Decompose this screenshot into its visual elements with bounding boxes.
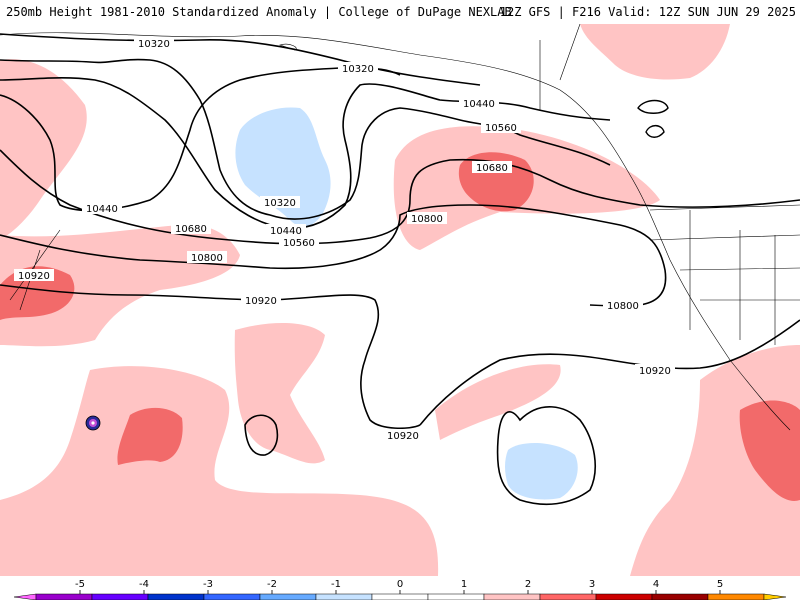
- colorbar-tick-label: 4: [653, 579, 659, 590]
- colorbar-segment: [371, 593, 429, 600]
- colorbar-tick-label: -2: [267, 579, 277, 590]
- colorbar-tick-label: -3: [203, 579, 213, 590]
- contour-label: 10680: [476, 163, 508, 174]
- colorbar-tick-label: -4: [139, 579, 149, 590]
- colorbar-segment: [203, 593, 261, 600]
- weather-map: 10320 10320 10320 10440 10440 10440 1056…: [0, 24, 800, 576]
- negative-anomaly-areas: [235, 107, 578, 500]
- colorbar-segment: [427, 593, 485, 600]
- colorbar-tick-label: 1: [461, 579, 467, 590]
- colorbar-segment: [539, 593, 597, 600]
- contour-label: 10920: [639, 366, 671, 377]
- contour-label: 10800: [411, 214, 443, 225]
- colorbar-tick-label: 5: [717, 579, 723, 590]
- contour-label: 10320: [138, 39, 170, 50]
- strong-positive-anomaly-areas: [0, 152, 800, 501]
- contour-label: 10920: [387, 431, 419, 442]
- colorbar-tick-label: 2: [525, 579, 531, 590]
- contour-label: 10440: [86, 204, 118, 215]
- colorbar-ticks: -5 -4 -3 -2 -1 0 1 2 3 4 5: [75, 579, 723, 594]
- contour-label: 10800: [191, 253, 223, 264]
- colorbar-segment: [707, 593, 765, 600]
- colorbar-end-low: [13, 593, 37, 600]
- colorbar-segments: [13, 593, 787, 600]
- header-bar: 250mb Height 1981-2010 Standardized Anom…: [0, 0, 800, 25]
- anomaly-colorbar: -5 -4 -3 -2 -1 0 1 2 3 4 5: [0, 576, 800, 600]
- contour-label: 10440: [270, 226, 302, 237]
- contour-label: 10800: [607, 301, 639, 312]
- colorbar-end-high: [763, 593, 787, 600]
- model-run-info: 12Z GFS | F216 Valid: 12Z SUN JUN 29 202…: [499, 5, 796, 19]
- colorbar-segment: [315, 593, 373, 600]
- contour-label: 10320: [264, 198, 296, 209]
- colorbar-tick-label: 3: [589, 579, 595, 590]
- colorbar-segment: [259, 593, 317, 600]
- colorbar-segment: [91, 593, 149, 600]
- colorbar-segment: [483, 593, 541, 600]
- contour-label: 10560: [283, 238, 315, 249]
- colorbar-tick-label: -1: [331, 579, 341, 590]
- height-contours: [0, 33, 800, 506]
- colorbar-tick-label: -5: [75, 579, 85, 590]
- contour-labels: 10320 10320 10320 10440 10440 10440 1056…: [14, 37, 675, 442]
- colorbar-tick-label: 0: [397, 579, 403, 590]
- islands: [637, 99, 669, 138]
- colorbar-segment: [147, 593, 205, 600]
- contour-label: 10440: [463, 99, 495, 110]
- colorbar-segment: [35, 593, 93, 600]
- colorbar-segment: [595, 593, 653, 600]
- storm-symbol-icon: [85, 415, 101, 431]
- map-title: 250mb Height 1981-2010 Standardized Anom…: [6, 5, 512, 19]
- contour-label: 10920: [245, 296, 277, 307]
- colorbar-segment: [651, 593, 709, 600]
- contour-label: 10680: [175, 224, 207, 235]
- contour-label: 10320: [342, 64, 374, 75]
- contour-label: 10560: [485, 123, 517, 134]
- coastlines: [0, 24, 800, 431]
- contour-label: 10920: [18, 271, 50, 282]
